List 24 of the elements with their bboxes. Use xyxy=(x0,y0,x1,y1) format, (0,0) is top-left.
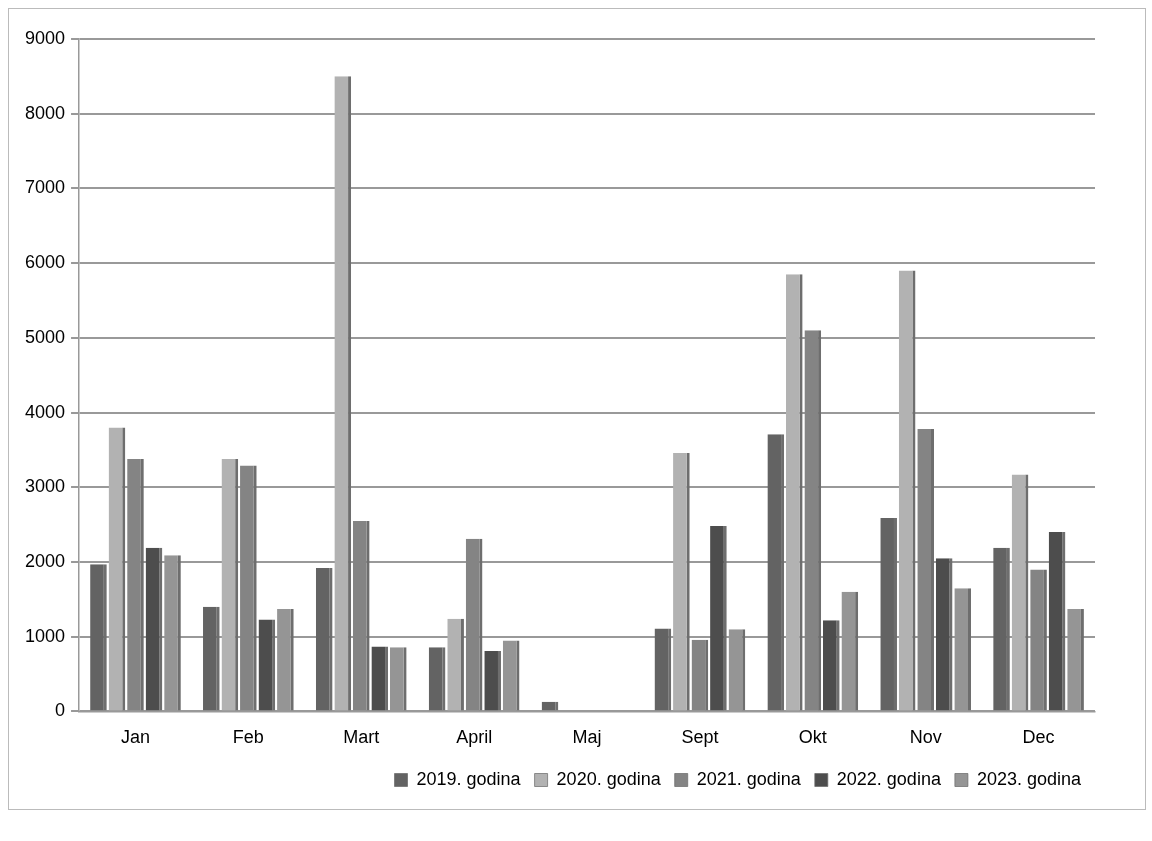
legend-label: 2020. godina xyxy=(556,768,662,789)
x-tick-label: Feb xyxy=(232,727,264,748)
y-tick-label: 6000 xyxy=(25,252,66,273)
y-tick-label: 4000 xyxy=(25,401,66,422)
x-tick-label: Sept xyxy=(681,727,719,748)
y-tick-label: 1000 xyxy=(25,625,66,646)
y-tick-label: 9000 xyxy=(25,27,66,48)
y-tick-label: 2000 xyxy=(25,550,66,571)
y-tick-label: 0 xyxy=(55,700,66,721)
x-tick-label: April xyxy=(456,727,493,748)
x-tick-label: Dec xyxy=(1022,727,1055,748)
x-tick-label: Mart xyxy=(343,727,380,748)
legend-label: 2023. godina xyxy=(976,768,1082,789)
x-tick-label: Okt xyxy=(798,727,827,748)
legend-label: 2021. godina xyxy=(696,768,802,789)
x-tick-label: Jan xyxy=(120,727,150,748)
legend-label: 2019. godina xyxy=(416,768,522,789)
y-tick-label: 3000 xyxy=(25,476,66,497)
x-tick-label: Maj xyxy=(572,727,602,748)
x-tick-label: Nov xyxy=(909,727,942,748)
y-tick-label: 7000 xyxy=(25,177,66,198)
y-tick-label: 5000 xyxy=(25,326,66,347)
legend-label: 2022. godina xyxy=(836,768,942,789)
y-tick-label: 8000 xyxy=(25,102,66,123)
